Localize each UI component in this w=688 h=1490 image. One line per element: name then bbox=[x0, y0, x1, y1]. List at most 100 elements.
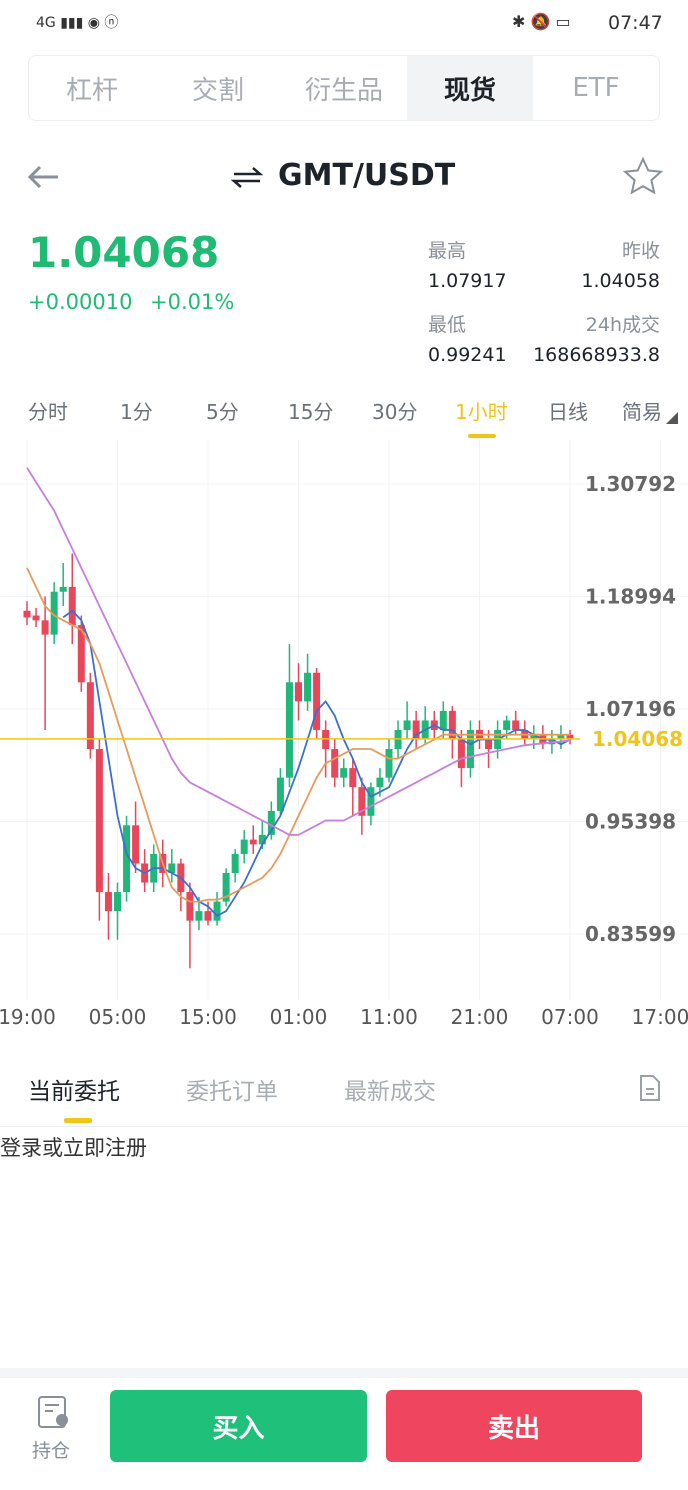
candle-body bbox=[457, 739, 465, 769]
y-tick-label: 1.30792 bbox=[585, 472, 676, 496]
order-tab-underline bbox=[64, 1118, 92, 1123]
stat-label: 最高 bbox=[428, 240, 467, 262]
stat-value: 1.07917 bbox=[428, 270, 507, 292]
market-tabs: 杠杆 交割 衍生品 现货 ETF bbox=[28, 55, 660, 121]
buy-button[interactable]: 买入 bbox=[110, 1390, 367, 1462]
candle-body bbox=[123, 825, 131, 893]
candle-body bbox=[204, 911, 212, 921]
status-icons: 4G ▮▮▮ ◉ ⓝ bbox=[36, 15, 119, 31]
interval-tab[interactable]: 分时 bbox=[28, 400, 68, 424]
candle-body bbox=[258, 834, 266, 845]
y-tick-label: 1.18994 bbox=[585, 585, 676, 609]
stat-label: 昨收 bbox=[621, 240, 660, 262]
candle-body bbox=[249, 839, 257, 845]
interval-tab[interactable]: 1小时 bbox=[455, 400, 508, 424]
candle-body bbox=[412, 720, 420, 740]
x-tick-label: 11:00 bbox=[360, 1005, 418, 1029]
ma-line bbox=[26, 567, 570, 903]
candle-body bbox=[340, 768, 348, 778]
y-tick-label: 0.95398 bbox=[585, 810, 676, 834]
candle-body bbox=[32, 615, 40, 621]
candle-body bbox=[385, 749, 393, 778]
sell-button[interactable]: 卖出 bbox=[386, 1390, 642, 1462]
login-prompt[interactable]: 登录或立即注册 bbox=[0, 1136, 147, 1160]
order-tab[interactable]: 最新成交 bbox=[344, 1079, 436, 1105]
pair-name: GMT/USDT bbox=[278, 158, 456, 193]
stat-label: 24h成交 bbox=[585, 314, 660, 336]
candle-body bbox=[240, 839, 248, 854]
price-line-label: 1.04068 bbox=[592, 727, 683, 751]
candle-body bbox=[95, 749, 103, 893]
market-tab[interactable]: 衍生品 bbox=[304, 75, 383, 106]
favorite-star[interactable] bbox=[622, 156, 664, 198]
order-tab[interactable]: 委托订单 bbox=[186, 1079, 278, 1105]
interval-underline bbox=[468, 434, 496, 438]
candle-body bbox=[59, 586, 67, 592]
ma-line bbox=[62, 609, 571, 918]
candle-body bbox=[213, 901, 221, 921]
back-button[interactable] bbox=[26, 162, 62, 192]
candle-body bbox=[195, 911, 203, 921]
candle-body bbox=[304, 672, 312, 702]
candle-body bbox=[231, 853, 239, 873]
holdings-icon[interactable] bbox=[36, 1394, 72, 1430]
status-right-icons: ✱ 🔕 ▭ bbox=[512, 12, 571, 31]
candle-body bbox=[186, 892, 194, 921]
candlestick-chart: 19:00 05:00 15:00 01:00 11:00 21:00 07:00 17:00… bbox=[0, 440, 688, 1029]
candle-body bbox=[376, 777, 384, 788]
divider bbox=[0, 1126, 688, 1127]
candle-body bbox=[448, 710, 456, 740]
stat-label: 最低 bbox=[428, 314, 467, 336]
y-tick-label: 0.83599 bbox=[585, 922, 676, 946]
candle-body bbox=[313, 672, 321, 730]
x-tick-label: 15:00 bbox=[179, 1005, 237, 1029]
candle-body bbox=[23, 610, 31, 618]
candle-body bbox=[276, 777, 284, 812]
candle-body bbox=[132, 825, 140, 864]
interval-tab[interactable]: 15分 bbox=[288, 400, 334, 424]
document-icon[interactable] bbox=[638, 1074, 662, 1102]
market-tab[interactable]: 交割 bbox=[191, 75, 244, 106]
market-tab[interactable]: 杠杆 bbox=[65, 75, 118, 106]
candle-body bbox=[114, 892, 121, 912]
interval-tab[interactable]: 30分 bbox=[372, 400, 418, 424]
candle-body bbox=[331, 749, 339, 778]
holdings-label[interactable]: 持仓 bbox=[32, 1440, 71, 1462]
up-arrow: ↑ bbox=[188, 238, 207, 263]
x-tick-label: 05:00 bbox=[89, 1005, 147, 1029]
candle-body bbox=[68, 586, 76, 626]
ma-line bbox=[26, 467, 571, 836]
stat-value: 168668933.8 bbox=[533, 344, 660, 366]
market-tab[interactable]: 现货 bbox=[407, 56, 533, 120]
interval-tab[interactable]: 简易 bbox=[622, 400, 662, 424]
interval-tab[interactable]: 日线 bbox=[548, 400, 588, 424]
interval-tab[interactable]: 5分 bbox=[206, 400, 239, 424]
x-tick-label: 21:00 bbox=[451, 1005, 509, 1029]
stat-value: 0.99241 bbox=[428, 344, 507, 366]
candle-body bbox=[439, 710, 447, 730]
order-tab[interactable]: 当前委托 bbox=[28, 1079, 120, 1105]
candle-body bbox=[566, 734, 574, 739]
candle-body bbox=[77, 625, 85, 683]
candle-body bbox=[512, 720, 520, 730]
candle-body bbox=[285, 682, 293, 778]
candle-body bbox=[358, 787, 366, 816]
interval-dropdown[interactable] bbox=[666, 412, 678, 424]
candle-body bbox=[104, 892, 112, 912]
swap-icon[interactable] bbox=[230, 164, 264, 190]
status-time: 07:47 bbox=[608, 12, 663, 34]
candle-body bbox=[403, 720, 411, 730]
stat-value: 1.04058 bbox=[581, 270, 660, 292]
candle-body bbox=[41, 620, 49, 635]
interval-tab[interactable]: 1分 bbox=[120, 400, 153, 424]
market-tab[interactable]: ETF bbox=[572, 73, 620, 103]
x-tick-label: 01:00 bbox=[270, 1005, 328, 1029]
candle-body bbox=[222, 872, 230, 902]
candle-body bbox=[349, 768, 357, 788]
x-tick-label: 19:00 bbox=[0, 1005, 56, 1029]
candle-body bbox=[50, 591, 58, 635]
candle-body bbox=[557, 734, 565, 740]
candle-body bbox=[86, 682, 94, 750]
last-price: 1.04068 bbox=[28, 228, 220, 277]
